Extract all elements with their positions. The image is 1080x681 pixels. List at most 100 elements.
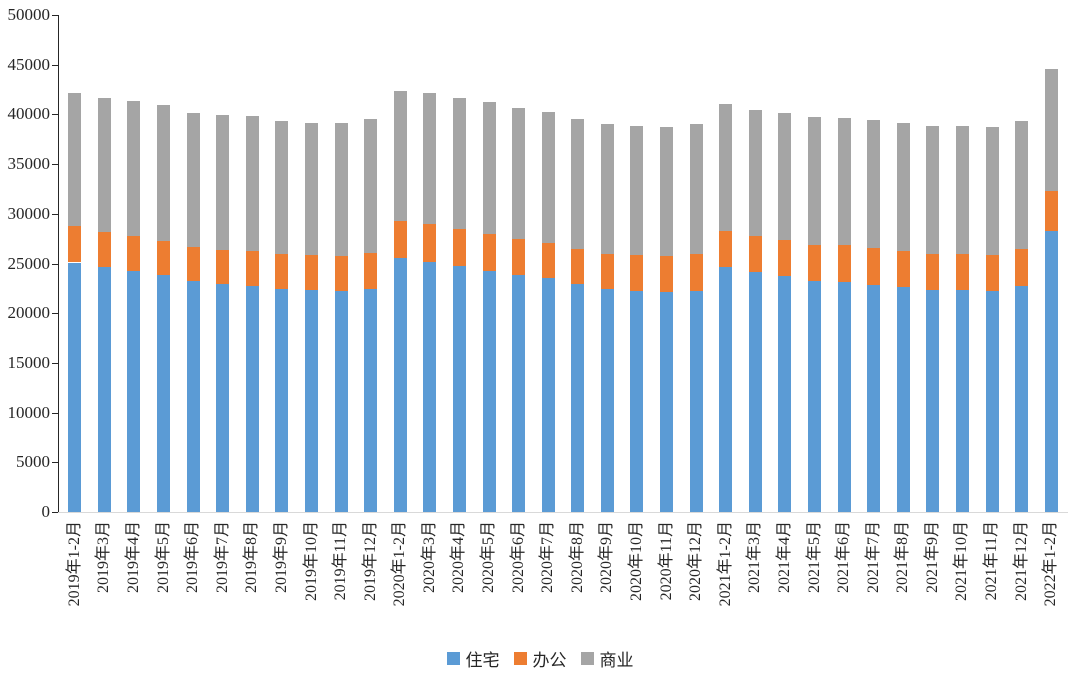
y-axis-tick [52,412,58,414]
bar-segment-住宅 [482,271,496,512]
x-axis-label: 2019年11月 [332,521,350,601]
bar-segment-住宅 [689,291,703,512]
legend-item-办公: 办公 [513,646,567,671]
bar-segment-住宅 [186,281,200,512]
x-axis-label: 2019年7月 [213,521,231,594]
bar-segment-商业 [571,119,585,249]
x-axis-label: 2020年12月 [687,521,705,602]
bar-segment-商业 [600,124,614,254]
y-axis-tick [52,114,58,116]
x-axis-label: 2020年3月 [420,521,438,594]
bar-segment-住宅 [837,282,851,512]
bar-segment-办公 [275,253,289,290]
bar-segment-商业 [512,108,526,239]
bar-segment-商业 [1044,68,1058,191]
bar-segment-住宅 [393,257,407,512]
x-axis-label: 2022年1-2月 [1042,521,1060,607]
bar-segment-办公 [719,230,733,268]
bar-segment-商业 [334,123,348,256]
bar-segment-商业 [689,124,703,254]
bar-segment-商业 [452,98,466,229]
legend-item-商业: 商业 [580,646,634,671]
bar-segment-商业 [660,127,674,256]
y-axis-tick-label: 25000 [7,253,51,273]
bar-segment-办公 [541,242,555,279]
legend-label: 办公 [532,651,567,670]
bar-segment-住宅 [1015,286,1029,512]
bar-segment-住宅 [334,291,348,512]
x-axis-label: 2021年4月 [775,521,793,594]
y-axis-tick [52,362,58,364]
bar-segment-办公 [364,252,378,290]
bar-segment-商业 [216,115,230,250]
bar-segment-商业 [245,116,259,251]
bar-segment-办公 [334,255,348,292]
x-axis-label: 2020年8月 [568,521,586,594]
bar-segment-商业 [305,123,318,255]
legend-swatch-icon [446,652,460,665]
bar-segment-商业 [808,117,821,245]
chart-legend: 住宅 办公 商业 [0,646,1080,671]
bar-segment-办公 [245,250,259,287]
bar-segment-商业 [275,121,289,254]
y-axis-tick-label: 50000 [7,5,51,24]
bar-segment-办公 [837,244,851,283]
bar-segment-办公 [127,235,141,272]
bar-segment-办公 [68,225,82,263]
legend-item-住宅: 住宅 [446,646,500,671]
bar-segment-住宅 [423,261,437,512]
bar-segment-商业 [157,105,171,241]
bar-segment-办公 [867,247,881,286]
x-axis-label: 2019年1-2月 [65,521,83,607]
y-axis-tick [52,64,58,66]
x-axis-label: 2021年5月 [805,521,823,594]
y-axis-tick [52,15,58,16]
bar-segment-住宅 [275,289,289,512]
bar-segment-住宅 [305,290,318,512]
x-axis-label: 2021年11月 [983,521,1001,601]
bar-segment-住宅 [808,281,821,512]
bar-segment-办公 [216,249,230,285]
bar-segment-办公 [926,253,940,291]
bar-segment-商业 [186,113,200,247]
bar-segment-住宅 [157,275,171,512]
bar-segment-住宅 [541,278,555,512]
bar-segment-住宅 [452,266,466,512]
bar-segment-商业 [393,90,407,221]
bar-segment-办公 [305,254,318,291]
bar-segment-办公 [600,253,614,290]
bar-segment-办公 [423,223,437,262]
bar-segment-商业 [127,101,141,236]
bar-segment-住宅 [127,271,141,512]
x-axis-label: 2019年10月 [302,521,320,602]
legend-swatch-icon [513,652,527,665]
x-axis-label: 2020年7月 [539,521,557,594]
bar-segment-办公 [512,238,526,276]
bar-segment-办公 [157,240,171,276]
bar-segment-住宅 [719,267,733,512]
y-axis-tick-label: 35000 [7,154,51,174]
bar-segment-办公 [748,235,762,273]
bar-segment-办公 [630,254,644,292]
bar-segment-商业 [630,126,644,255]
bar-segment-住宅 [97,267,111,512]
x-axis-label: 2021年9月 [923,521,941,594]
bar-segment-住宅 [748,272,762,512]
bar-segment-住宅 [364,289,378,512]
y-axis-tick-label: 45000 [7,54,51,74]
y-axis-tick [52,313,58,315]
bar-segment-办公 [896,250,910,288]
bar-segment-办公 [660,255,674,293]
bar-segment-住宅 [896,287,910,512]
legend-swatch-icon [580,652,594,665]
x-axis-label: 2021年6月 [835,521,853,594]
bar-segment-商业 [896,123,910,251]
bar-segment-商业 [423,92,437,224]
bar-segment-办公 [186,246,200,282]
bar-segment-商业 [867,120,881,248]
x-axis-label: 2021年12月 [1012,521,1030,602]
bar-segment-住宅 [778,276,792,512]
x-axis-label: 2021年1-2月 [716,521,734,607]
bar-segment-办公 [689,253,703,292]
bar-segment-商业 [837,118,851,245]
